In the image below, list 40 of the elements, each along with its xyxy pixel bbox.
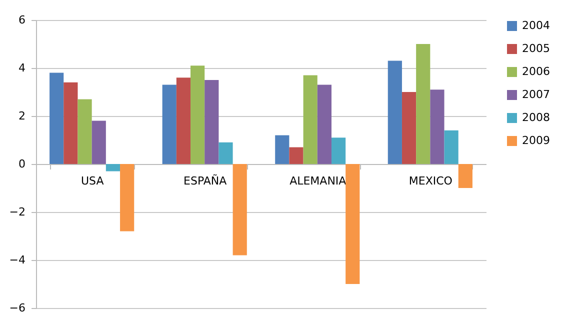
bar xyxy=(218,142,233,164)
bar xyxy=(458,164,472,188)
bar xyxy=(64,82,78,164)
legend-label: 2007 xyxy=(522,88,550,101)
y-tick-label: −4 xyxy=(9,254,26,266)
y-tick-label: 0 xyxy=(18,158,26,170)
bar xyxy=(346,164,360,284)
bar xyxy=(331,138,346,164)
legend-label: 2009 xyxy=(522,134,550,147)
bar xyxy=(204,80,219,164)
x-tick-label: ESPAÑA xyxy=(184,174,228,188)
bar xyxy=(430,90,444,164)
legend-label: 2008 xyxy=(522,111,550,124)
bar xyxy=(190,66,205,164)
y-tick-label: −2 xyxy=(9,206,26,218)
bar xyxy=(92,120,106,164)
y-tick-label: 2 xyxy=(18,110,26,122)
x-tick-label: MEXICO xyxy=(408,174,453,188)
y-tick-label: 4 xyxy=(18,62,26,74)
bar xyxy=(303,75,318,164)
bar xyxy=(317,84,332,164)
bar xyxy=(120,164,134,232)
bar xyxy=(162,84,176,164)
bar xyxy=(388,60,402,164)
x-tick-label: USA xyxy=(80,174,104,188)
bar xyxy=(444,130,458,164)
legend-label: 2006 xyxy=(522,65,550,78)
y-tick-label: 6 xyxy=(18,14,26,26)
bar xyxy=(416,44,430,164)
y-tick-label: −6 xyxy=(9,302,26,314)
bar xyxy=(176,78,191,164)
bar xyxy=(106,164,120,172)
legend-label: 2004 xyxy=(522,19,550,32)
bar xyxy=(275,135,290,164)
legend-label: 2005 xyxy=(522,42,550,55)
bar xyxy=(402,92,416,164)
bar xyxy=(232,164,247,256)
bar xyxy=(289,147,304,164)
bar xyxy=(78,99,92,164)
bar xyxy=(50,72,64,164)
